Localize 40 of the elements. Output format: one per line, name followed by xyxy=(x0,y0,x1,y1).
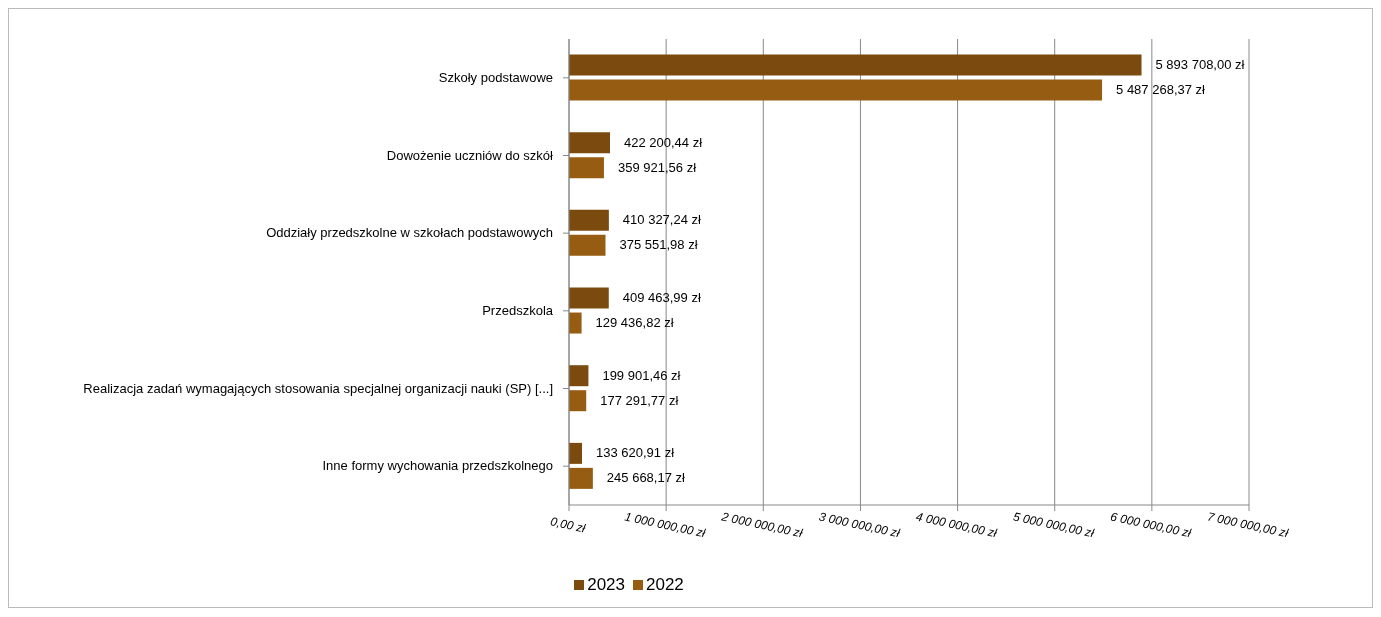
data-label: 409 463,99 zł xyxy=(622,290,701,306)
y-tick-label: Przedszkola xyxy=(482,302,554,318)
x-tick-label: 0,00 zł xyxy=(549,514,587,536)
data-label: 375 551,98 zł xyxy=(619,237,698,253)
bar xyxy=(569,390,587,412)
x-tick-label: 6 000 000,00 zł xyxy=(1109,509,1193,541)
legend-label: 2023 xyxy=(586,575,625,595)
x-tick-label: 4 000 000,00 zł xyxy=(914,509,999,541)
data-label: 5 893 708,00 zł xyxy=(1155,57,1245,73)
y-tick-label: Szkoły podstawowe xyxy=(438,69,553,85)
bar xyxy=(569,79,1103,101)
x-tick-label: 2 000 000,00 zł xyxy=(719,509,804,541)
data-label: 133 620,91 zł xyxy=(595,445,675,461)
data-label: 245 668,17 zł xyxy=(606,470,686,486)
bar xyxy=(569,132,611,154)
x-tick-label: 7 000 000,00 zł xyxy=(1206,509,1290,541)
data-label: 199 901,46 zł xyxy=(602,367,681,383)
y-tick-label: Dowożenie uczniów do szkół xyxy=(386,147,554,163)
bar xyxy=(569,157,604,179)
y-tick-label: Oddziały przedszkolne w szkołach podstawowych xyxy=(266,225,553,241)
data-label: 359 921,56 zł xyxy=(617,159,697,175)
bar xyxy=(569,312,582,334)
bar xyxy=(569,467,593,489)
bar xyxy=(569,287,609,309)
data-label: 410 327,24 zł xyxy=(622,212,702,228)
bar xyxy=(569,209,609,231)
y-tick-label: Realizacja zadań wymagających stosowania specjalnej organizacji nauki (SP) [...] xyxy=(83,380,553,396)
legend-label: 2022 xyxy=(645,575,684,595)
bar xyxy=(569,234,606,256)
y-tick-label: Inne formy wychowania przedszkolnego xyxy=(322,458,553,474)
x-tick-label: 3 000 000,00 zł xyxy=(817,509,902,541)
bar xyxy=(569,365,589,387)
data-label: 129 436,82 zł xyxy=(595,315,674,331)
data-label: 5 487 268,37 zł xyxy=(1116,82,1206,98)
bar xyxy=(569,442,582,464)
x-tick-label: 5 000 000,00 zł xyxy=(1011,509,1096,541)
bar xyxy=(569,54,1142,76)
x-tick-label: 1 000 000,00 zł xyxy=(623,509,707,541)
data-label: 422 200,44 zł xyxy=(624,134,703,150)
data-label: 177 291,77 zł xyxy=(600,392,679,408)
